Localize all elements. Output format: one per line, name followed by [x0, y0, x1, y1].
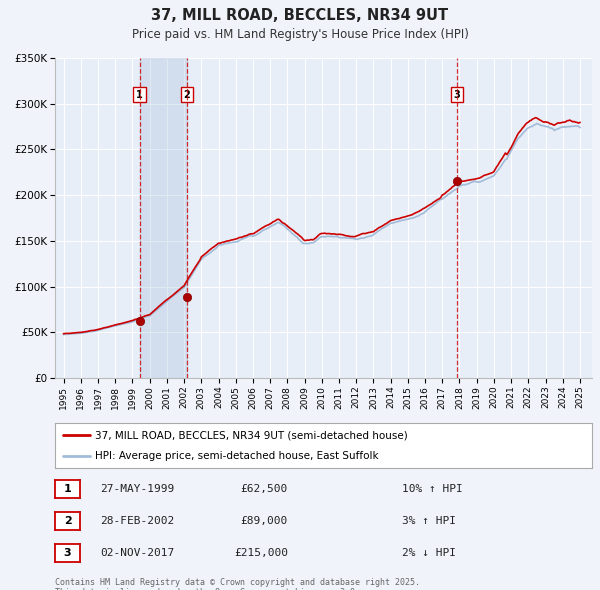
- Text: £89,000: £89,000: [241, 516, 288, 526]
- Text: 37, MILL ROAD, BECCLES, NR34 9UT: 37, MILL ROAD, BECCLES, NR34 9UT: [151, 8, 449, 23]
- Text: 2: 2: [64, 516, 71, 526]
- Bar: [140, 58, 187, 378]
- Text: HPI: Average price, semi-detached house, East Suffolk: HPI: Average price, semi-detached house,…: [95, 451, 379, 461]
- Text: 2: 2: [184, 90, 190, 100]
- Text: 2% ↓ HPI: 2% ↓ HPI: [402, 548, 456, 558]
- Text: £215,000: £215,000: [234, 548, 288, 558]
- Text: 3: 3: [454, 90, 460, 100]
- Text: 10% ↑ HPI: 10% ↑ HPI: [402, 484, 463, 494]
- Text: 3: 3: [64, 548, 71, 558]
- Text: £62,500: £62,500: [241, 484, 288, 494]
- Text: 3% ↑ HPI: 3% ↑ HPI: [402, 516, 456, 526]
- Text: 37, MILL ROAD, BECCLES, NR34 9UT (semi-detached house): 37, MILL ROAD, BECCLES, NR34 9UT (semi-d…: [95, 430, 408, 440]
- Text: 02-NOV-2017: 02-NOV-2017: [100, 548, 174, 558]
- Text: 27-MAY-1999: 27-MAY-1999: [100, 484, 174, 494]
- Text: Price paid vs. HM Land Registry's House Price Index (HPI): Price paid vs. HM Land Registry's House …: [131, 28, 469, 41]
- Text: 1: 1: [136, 90, 143, 100]
- Text: 1: 1: [64, 484, 71, 494]
- Text: Contains HM Land Registry data © Crown copyright and database right 2025.
This d: Contains HM Land Registry data © Crown c…: [55, 578, 420, 590]
- Text: 28-FEB-2002: 28-FEB-2002: [100, 516, 174, 526]
